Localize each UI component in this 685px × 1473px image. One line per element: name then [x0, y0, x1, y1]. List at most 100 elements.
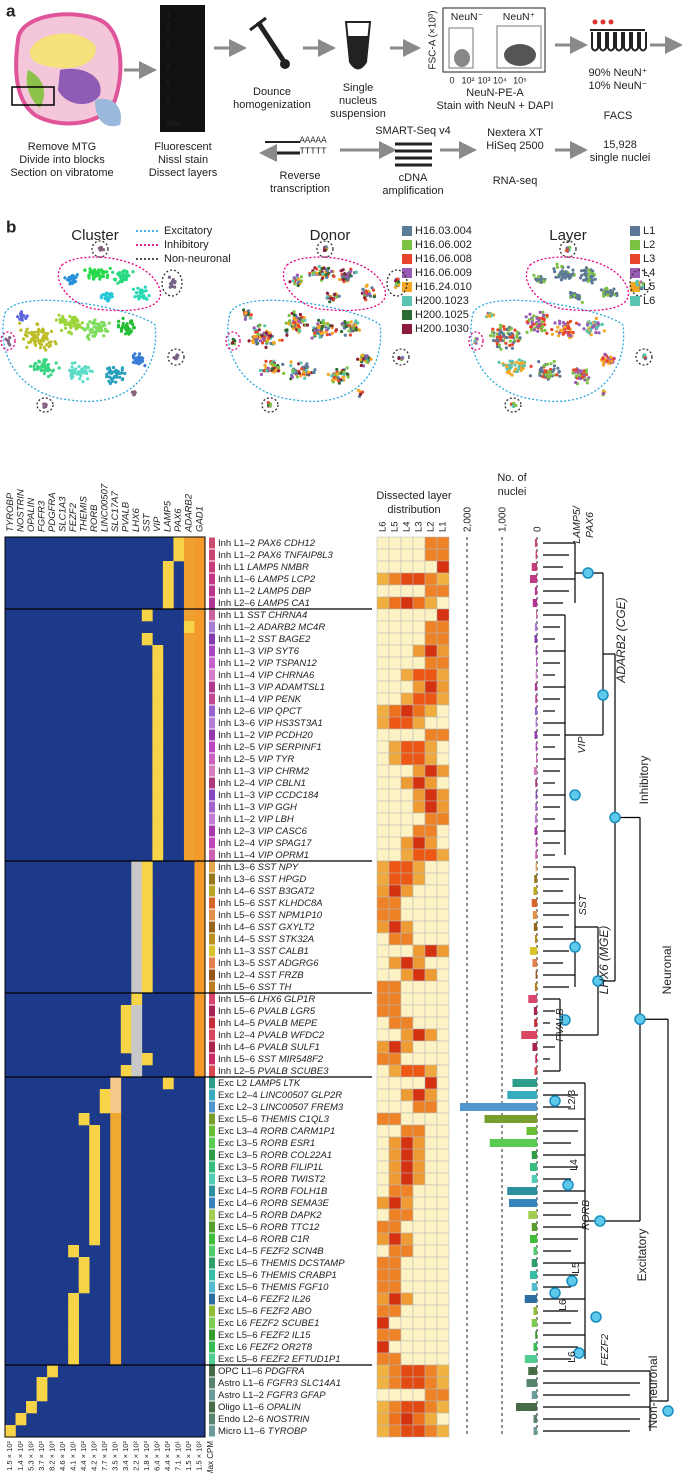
layer-cell — [424, 776, 438, 790]
bar — [535, 551, 537, 559]
tsne-point — [78, 377, 82, 381]
layer-cell — [412, 848, 426, 862]
row-genes: PVALB SULF1 — [258, 1042, 320, 1053]
label: 90% NeuN⁺ — [588, 67, 647, 79]
max-cpm-label: 1.5 × 10² — [5, 1441, 14, 1471]
legend-swatch — [630, 226, 640, 236]
tsne-point — [553, 270, 557, 274]
layer-cell — [412, 932, 426, 946]
row-genes: LAMP5 LCP2 — [258, 574, 316, 585]
layer-cell — [376, 848, 390, 862]
tsne-point — [109, 371, 114, 376]
gene-label: LAMP5 — [163, 500, 174, 532]
tsne-point — [284, 321, 288, 325]
layer-cell — [412, 1328, 426, 1342]
tsne-point — [269, 341, 273, 346]
heatmap-cell — [194, 777, 206, 790]
tsne-point — [111, 365, 116, 370]
tree-label: SST — [577, 893, 589, 915]
tsne-point — [518, 336, 522, 340]
tsne-point — [528, 312, 532, 316]
row-genes: SST NPY — [258, 862, 299, 873]
row-genes: RORB DAPK2 — [260, 1210, 322, 1221]
nissl-layer-label: 4 — [166, 63, 171, 72]
heatmap-cell — [152, 753, 164, 766]
layer-cell — [412, 1292, 426, 1306]
max-cpm-label: 8.2 × 10³ — [47, 1441, 56, 1471]
tsne-point — [574, 368, 578, 372]
cluster-color — [209, 1089, 215, 1101]
layer-cell — [388, 800, 402, 814]
plot-title: Donor — [310, 227, 351, 244]
tsne-point — [557, 275, 561, 279]
row-label: Inh L4–6 PVALB SULF1 — [218, 1042, 320, 1053]
row-genes: RORB C1R — [260, 1234, 309, 1245]
row-label: Inh L2–4 VIP CBLN1 — [218, 778, 306, 789]
class-outline — [2, 299, 157, 403]
cluster-color — [209, 1113, 215, 1125]
bar — [535, 971, 537, 979]
tsne-point — [104, 327, 108, 331]
layer-cell — [412, 704, 426, 718]
row-class: Exc L5–6 — [218, 1330, 258, 1341]
row-class: Inh L1–2 — [218, 622, 255, 633]
layer-cell — [436, 560, 450, 574]
gene-label: LHX6 — [131, 508, 142, 532]
max-cpm-label: 4.6 × 10¹ — [58, 1441, 67, 1471]
tsne-point — [69, 325, 73, 329]
heatmap-cell — [68, 1305, 79, 1318]
tree-label: Inhibitory — [637, 756, 651, 805]
layer-cell — [376, 1400, 390, 1414]
layer-cell — [436, 1016, 450, 1030]
tsne-point — [57, 366, 61, 370]
layer-cell — [400, 812, 414, 826]
cluster-color — [209, 1305, 215, 1317]
heatmap-cell — [99, 1089, 111, 1102]
layer-cell — [388, 1124, 402, 1138]
layer-cell — [388, 1160, 402, 1174]
tsne-point — [504, 341, 508, 345]
heatmap-cell — [110, 1113, 122, 1126]
tsne-point — [175, 354, 179, 358]
layer-cell — [436, 1280, 450, 1294]
layer-cell — [376, 1184, 390, 1198]
bar — [507, 1091, 537, 1099]
gene-label: GAD1 — [194, 506, 205, 532]
class-outline — [225, 331, 241, 351]
layer-cell — [388, 1256, 402, 1270]
class-outline — [470, 299, 625, 403]
tsne-point — [397, 283, 401, 287]
heatmap-cell — [194, 849, 206, 862]
tsne-point — [557, 370, 561, 374]
tsne-point — [519, 368, 523, 373]
axis-title: NeuN-PE-A — [466, 87, 524, 99]
row-label: Exc L2–3 LINC00507 FREM3 — [218, 1102, 344, 1113]
layer-cell — [388, 1232, 402, 1246]
tsne-point — [635, 283, 640, 287]
row-class: Inh L2–5 — [218, 742, 255, 753]
legend-swatch — [402, 226, 412, 236]
row-label: Exc L5–6 RORB TTC12 — [218, 1222, 320, 1233]
tsne-point — [505, 328, 509, 332]
row-label: Exc L2–4 LINC00507 GLP2R — [218, 1090, 342, 1101]
heatmap-cell — [183, 537, 195, 550]
heatmap-cell — [183, 705, 195, 718]
tsne-point — [173, 285, 177, 289]
row-label: Exc L5–6 FEZF2 EFTUD1P1 — [218, 1354, 341, 1365]
row-class: Inh L1–2 — [218, 730, 255, 741]
tsne-point — [332, 375, 336, 379]
label: Section on vibratome — [10, 167, 113, 179]
tsne-point — [247, 339, 251, 343]
layer-cell — [436, 1004, 450, 1018]
row-genes: TYROBP — [268, 1426, 308, 1437]
row-label: OPC L1–6 PDGFRA — [218, 1366, 305, 1377]
cluster-color — [209, 801, 215, 813]
tsne-point — [68, 368, 73, 373]
cluster-color — [209, 669, 215, 681]
tsne-point — [137, 357, 141, 361]
class-outline — [0, 331, 16, 351]
layer-cell — [376, 536, 390, 550]
tsne-point — [44, 348, 48, 352]
tsne-point — [539, 280, 544, 284]
layer-cell — [424, 548, 438, 562]
